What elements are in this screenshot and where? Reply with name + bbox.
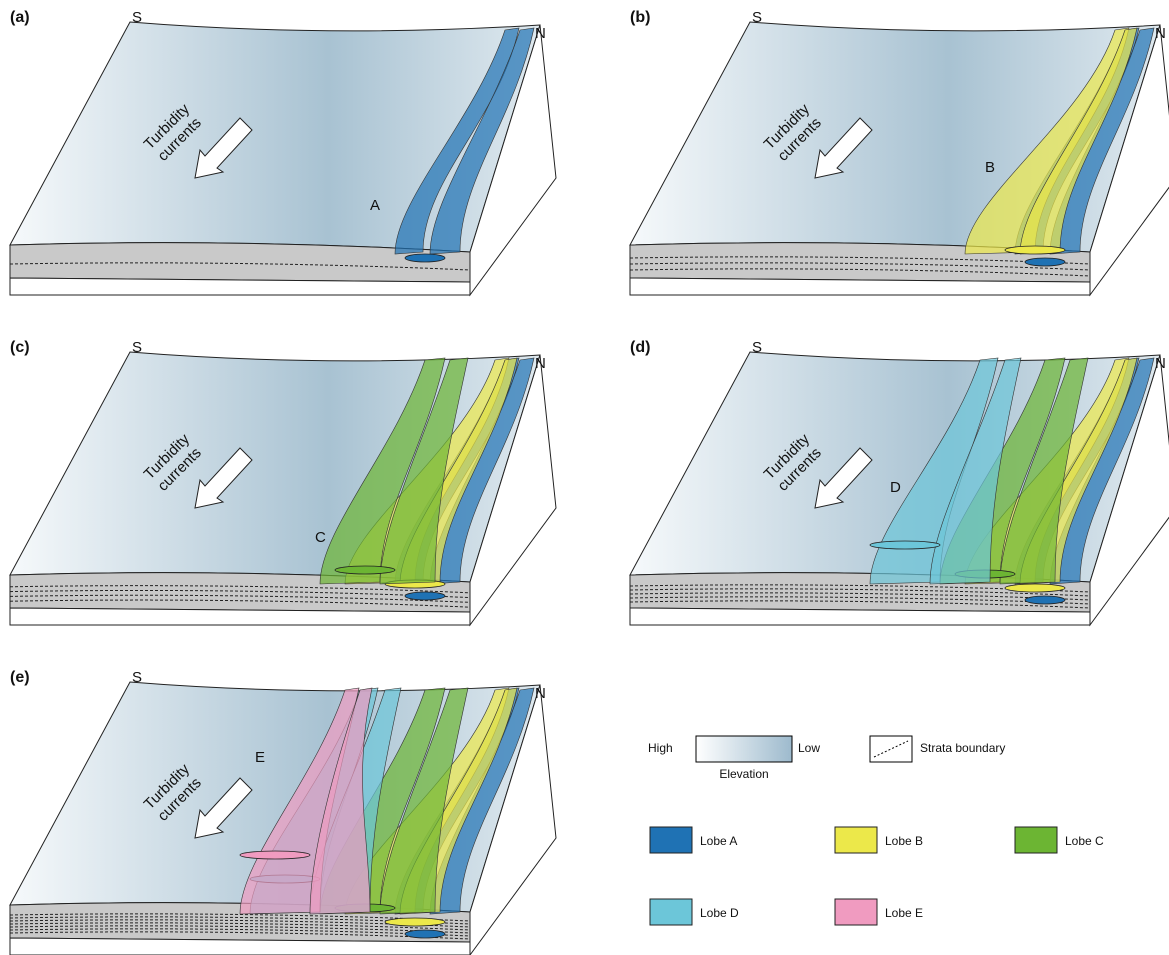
lobe-label: E	[255, 749, 265, 766]
lobe-deposit	[405, 592, 445, 600]
strata-swatch	[870, 736, 912, 762]
lobe-swatch	[835, 827, 877, 853]
lobe-name: Lobe A	[700, 834, 737, 848]
lobe-deposit	[405, 254, 445, 262]
panel-label: (d)	[630, 339, 650, 356]
legend-low: Low	[798, 741, 820, 755]
panel-label: (a)	[10, 9, 30, 26]
lobe-swatch	[650, 899, 692, 925]
lobe-deposit	[335, 566, 395, 574]
south-label: S	[752, 339, 762, 356]
legend: High Low Elevation Strata boundary Lobe …	[648, 736, 1104, 925]
lobe-label: A	[370, 197, 380, 214]
lobe-name: Lobe B	[885, 834, 923, 848]
lobe-name: Lobe D	[700, 906, 739, 920]
lobe-label: C	[315, 529, 326, 546]
legend-high: High	[648, 741, 673, 755]
panel-label: (b)	[630, 9, 650, 26]
lobe-deposit	[240, 851, 310, 859]
south-label: S	[132, 339, 142, 356]
lobe-deposit	[1025, 596, 1065, 604]
south-label: S	[132, 669, 142, 686]
figure: (a)SNTurbiditycurrentsA(b)SNTurbiditycur…	[0, 0, 1169, 955]
lobe-label: B	[985, 159, 995, 176]
elevation-swatch	[696, 736, 792, 762]
legend-strata: Strata boundary	[920, 741, 1005, 755]
lobe-deposit	[385, 918, 445, 926]
lobe-deposit	[1005, 246, 1065, 254]
south-label: S	[752, 9, 762, 26]
lobe-swatch	[650, 827, 692, 853]
lobe-deposit	[1005, 584, 1065, 592]
panels: (a)SNTurbiditycurrentsA(b)SNTurbiditycur…	[10, 9, 1169, 955]
lobe-deposit	[870, 541, 940, 549]
lobe-deposit	[1025, 258, 1065, 266]
north-label: N	[535, 685, 546, 702]
south-label: S	[132, 9, 142, 26]
panel-label: (c)	[10, 339, 30, 356]
lobe-swatch	[1015, 827, 1057, 853]
legend-elevation: Elevation	[719, 767, 768, 781]
north-label: N	[535, 355, 546, 372]
north-label: N	[535, 25, 546, 42]
lobe-deposit	[405, 930, 445, 938]
lobe-label: D	[890, 479, 901, 496]
lobe-swatch	[835, 899, 877, 925]
panel-label: (e)	[10, 669, 30, 686]
north-label: N	[1155, 355, 1166, 372]
lobe-name: Lobe E	[885, 906, 923, 920]
north-label: N	[1155, 25, 1166, 42]
lobe-name: Lobe C	[1065, 834, 1104, 848]
